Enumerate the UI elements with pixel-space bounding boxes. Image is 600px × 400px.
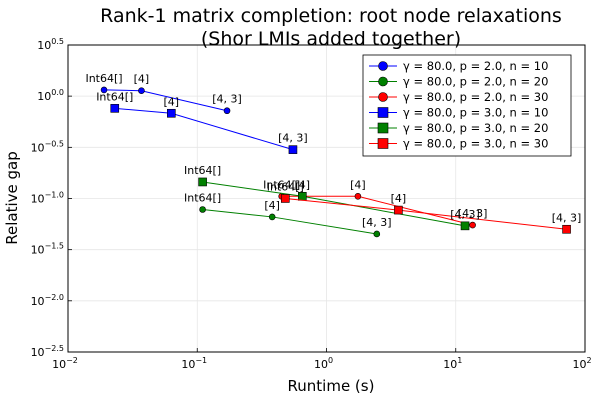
point-label: Int64[]	[184, 164, 221, 177]
y-tick-base: 10	[31, 346, 45, 359]
point-label: [4, 3]	[458, 207, 488, 220]
y-tick-label: 10−2.5	[31, 344, 64, 359]
data-point	[354, 192, 362, 200]
chart-title-line-2: (Shor LMIs added together)	[201, 28, 461, 50]
y-axis-label: Relative gap	[3, 151, 21, 245]
series-line	[202, 209, 377, 235]
point-label: [4]	[164, 95, 180, 108]
x-tick-exponent: 1	[457, 356, 462, 365]
y-tick-label: 100.0	[37, 88, 64, 103]
point-label: [4]	[350, 178, 366, 191]
x-tick-exponent: −2	[66, 356, 78, 365]
x-tick-label: 102	[572, 356, 591, 371]
point-label: Int64[]	[263, 178, 300, 191]
y-tick-label: 10−0.5	[31, 139, 64, 154]
legend-marker	[378, 76, 388, 87]
data-point	[110, 104, 120, 113]
point-label: [4]	[391, 192, 407, 205]
data-point	[281, 194, 290, 203]
y-tick-exponent: −2.0	[45, 293, 64, 302]
point-labels: Int64[] [4][4, 3]Int64[][4][4, 3]Int64[][…	[85, 72, 581, 229]
legend-marker	[378, 61, 388, 71]
y-tick-exponent: −2.5	[45, 344, 64, 353]
x-tick-base: 10	[52, 358, 66, 371]
series-line	[114, 107, 294, 151]
data-point	[288, 145, 298, 154]
point-label: Int64[]	[85, 72, 122, 85]
axes: 10−2 10−1 100 101 10210−2.510−2.010−1.510−1.…	[31, 37, 592, 371]
data-point	[469, 221, 476, 229]
y-tick-exponent: 0.5	[51, 37, 64, 46]
point-label: [4, 3]	[278, 132, 308, 145]
x-tick-exponent: −1	[195, 356, 207, 365]
y-tick-label: 10−2.0	[31, 293, 64, 308]
y-tick-exponent: −1.5	[45, 242, 64, 251]
point-label: Int64[]	[184, 192, 221, 205]
point-label: [4, 3]	[212, 93, 242, 106]
point-label: [4, 3]	[552, 211, 582, 224]
data-point	[198, 177, 207, 187]
x-axis-label: Runtime (s)	[288, 377, 375, 395]
y-tick-base: 10	[31, 141, 45, 154]
chart-title-line-1: Rank-1 matrix completion: root node rela…	[100, 5, 562, 27]
y-tick-base: 10	[37, 90, 51, 103]
legend-entry-label: γ = 80.0, p = 2.0, n = 30	[403, 90, 548, 104]
y-tick-exponent: −0.5	[45, 139, 64, 148]
y-tick-exponent: −1.0	[45, 190, 64, 199]
data-point	[562, 224, 571, 234]
x-tick-exponent: 2	[586, 356, 591, 365]
data-point	[460, 221, 470, 231]
series-group	[100, 86, 571, 238]
x-tick-label: 101	[443, 356, 462, 371]
y-tick-exponent: 0.0	[51, 88, 64, 97]
legend-marker	[377, 107, 389, 118]
y-tick-base: 10	[37, 39, 51, 52]
data-point	[167, 108, 176, 118]
data-point	[298, 191, 307, 201]
x-tick-base: 10	[181, 358, 195, 371]
y-tick-label: 10−1.5	[31, 242, 64, 257]
point-label: [4]	[134, 73, 150, 86]
y-tick-base: 10	[31, 244, 45, 257]
legend-marker	[378, 92, 388, 102]
legend-entry-label: γ = 80.0, p = 3.0, n = 30	[403, 137, 548, 151]
x-tick-base: 10	[572, 358, 586, 371]
data-point	[199, 206, 206, 213]
data-point	[138, 87, 145, 95]
point-label: [4, 3]	[362, 216, 392, 229]
legend-box	[362, 54, 572, 157]
data-point	[373, 230, 381, 238]
x-tick-label: 100	[314, 356, 333, 371]
x-tick-label: 10−1	[181, 356, 207, 371]
y-tick-base: 10	[31, 192, 45, 205]
legend-marker	[377, 138, 389, 149]
series-line	[285, 197, 567, 230]
y-tick-label: 100.5	[37, 37, 64, 52]
legend-entry-label: γ = 80.0, p = 2.0, n = 10	[403, 59, 548, 73]
legend: γ = 80.0, p = 2.0, n = 10 γ = 80.0, p = 2…	[362, 54, 572, 157]
x-tick-exponent: 0	[328, 356, 333, 365]
legend-entry-label: γ = 80.0, p = 2.0, n = 20	[403, 75, 548, 89]
data-point	[268, 213, 276, 221]
x-tick-base: 10	[314, 358, 328, 371]
point-label: Int64[]	[267, 180, 304, 193]
x-tick-base: 10	[443, 358, 457, 371]
data-point	[223, 107, 231, 115]
data-point	[100, 86, 108, 94]
x-tick-label: 10−2	[52, 356, 78, 371]
legend-entry-label: γ = 80.0, p = 3.0, n = 20	[403, 121, 548, 135]
point-label: Int64[]	[96, 90, 133, 103]
y-tick-label: 10−1.0	[31, 190, 64, 205]
point-label: [4]	[264, 199, 280, 212]
legend-marker	[377, 122, 389, 134]
point-label: [4]	[295, 178, 311, 191]
point-label: [4, 3]	[450, 208, 480, 221]
legend-entry-label: γ = 80.0, p = 3.0, n = 10	[403, 106, 548, 120]
y-tick-base: 10	[31, 295, 45, 308]
data-point	[394, 205, 403, 215]
